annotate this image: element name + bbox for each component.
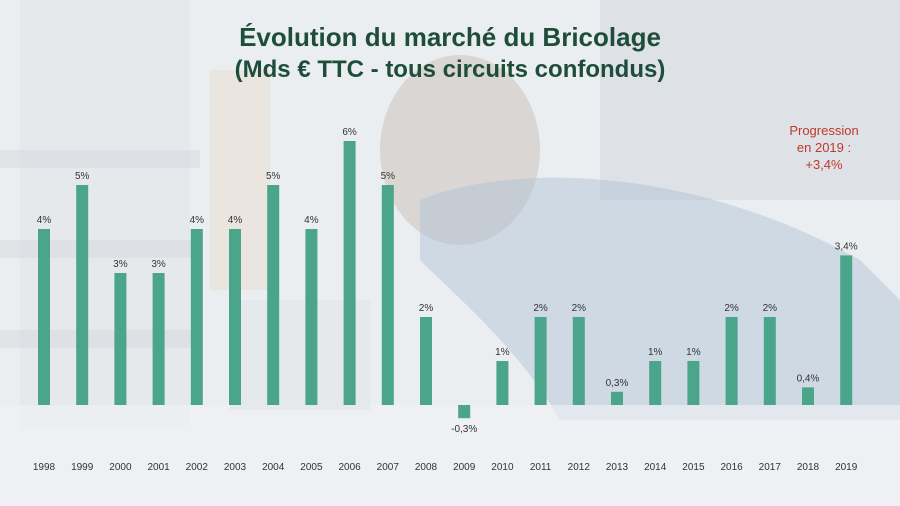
data-label-2016: 2% <box>724 303 739 314</box>
bar-2008 <box>420 317 432 405</box>
x-tick-1998: 1998 <box>33 462 56 473</box>
data-label-2008: 2% <box>419 303 434 314</box>
data-label-2018: 0,4% <box>797 373 820 384</box>
x-tick-2008: 2008 <box>415 462 438 473</box>
data-label-2019: 3,4% <box>835 241 858 252</box>
x-tick-2009: 2009 <box>453 462 476 473</box>
x-tick-2014: 2014 <box>644 462 667 473</box>
progression-note: Progression en 2019 : +3,4% <box>768 122 880 173</box>
bar-2016 <box>725 317 738 405</box>
x-tick-2006: 2006 <box>338 462 361 473</box>
bar-2003 <box>229 229 241 405</box>
x-tick-1999: 1999 <box>71 462 94 473</box>
x-tick-2016: 2016 <box>720 462 743 473</box>
data-label-2014: 1% <box>648 347 663 358</box>
data-label-2005: 4% <box>304 215 319 226</box>
x-tick-2005: 2005 <box>300 462 323 473</box>
x-tick-2012: 2012 <box>568 462 591 473</box>
data-label-2004: 5% <box>266 171 281 182</box>
data-label-1998: 4% <box>37 215 52 226</box>
x-tick-2003: 2003 <box>224 462 247 473</box>
bar-2017 <box>763 317 776 405</box>
bar-2012 <box>572 317 585 405</box>
bar-2014 <box>649 361 662 405</box>
note-line-2: en 2019 : <box>796 140 852 155</box>
note-line-3: +3,4% <box>805 157 843 172</box>
bar-2013 <box>611 391 623 405</box>
bar-2007 <box>381 185 394 405</box>
x-tick-2017: 2017 <box>759 462 782 473</box>
x-tick-2004: 2004 <box>262 462 285 473</box>
data-label-2002: 4% <box>190 215 205 226</box>
x-tick-2019: 2019 <box>835 462 858 473</box>
data-label-2015: 1% <box>686 347 701 358</box>
data-label-2017: 2% <box>763 303 778 314</box>
x-tick-2002: 2002 <box>186 462 209 473</box>
x-tick-2010: 2010 <box>491 462 514 473</box>
x-tick-2007: 2007 <box>377 462 400 473</box>
bar-2011 <box>534 317 547 405</box>
x-tick-2011: 2011 <box>530 462 552 473</box>
chart-title: Évolution du marché du Bricolage <box>239 22 661 52</box>
data-label-2013: 0,3% <box>606 378 629 389</box>
bar-2010 <box>496 361 509 405</box>
data-label-1999: 5% <box>75 171 90 182</box>
note-line-1: Progression <box>789 123 859 138</box>
bar-2002 <box>190 229 203 405</box>
bar-2009 <box>458 405 471 419</box>
chart-subtitle: (Mds € TTC - tous circuits confondus) <box>234 56 666 83</box>
x-tick-2000: 2000 <box>109 462 132 473</box>
data-label-2000: 3% <box>113 259 128 270</box>
data-label-2001: 3% <box>151 259 166 270</box>
data-label-2011: 2% <box>533 303 548 314</box>
bar-2001 <box>152 273 165 405</box>
bar-2015 <box>687 361 700 405</box>
bar-1998 <box>38 229 50 405</box>
bar-2018 <box>802 387 814 405</box>
x-tick-2001: 2001 <box>147 462 170 473</box>
bar-2004 <box>267 185 280 405</box>
data-label-2007: 5% <box>381 171 396 182</box>
bar-2000 <box>114 273 127 405</box>
bar-2005 <box>305 229 318 405</box>
bar-1999 <box>76 185 89 405</box>
data-label-2010: 1% <box>495 347 510 358</box>
bar-2019 <box>840 255 853 405</box>
x-tick-2018: 2018 <box>797 462 820 473</box>
bar-2006 <box>343 141 356 405</box>
x-tick-2013: 2013 <box>606 462 629 473</box>
data-label-2009: -0,3% <box>451 424 477 435</box>
data-label-2006: 6% <box>342 127 357 138</box>
data-label-2012: 2% <box>572 303 587 314</box>
data-label-2003: 4% <box>228 215 243 226</box>
x-tick-2015: 2015 <box>682 462 705 473</box>
